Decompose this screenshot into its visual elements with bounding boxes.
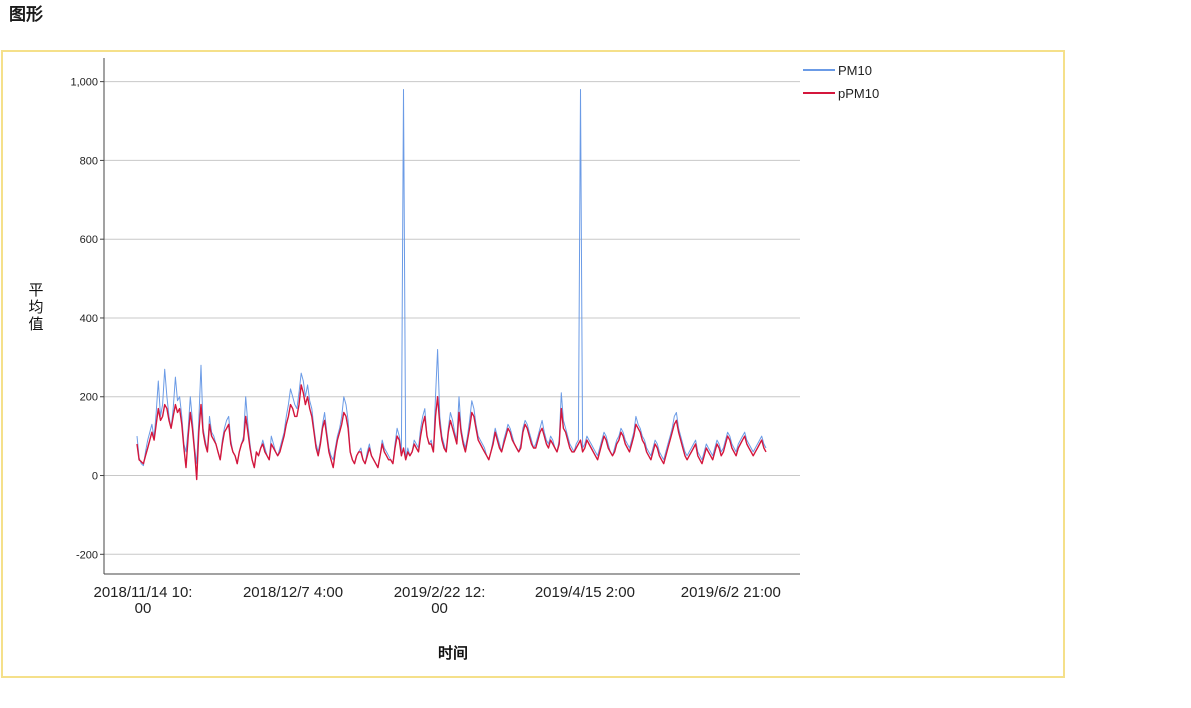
chart-frame: -200 0 200 400 600 800 1,000 2018/11/14 10: 00 2…: [1, 50, 1065, 678]
x-tick-label: 2018/11/14 10:: [94, 584, 193, 601]
y-axis-label-char: 平: [28, 281, 43, 299]
axes: [100, 58, 800, 575]
x-tick-label: 2019/6/2 21:00: [681, 584, 781, 601]
y-tick-label: 0: [92, 471, 98, 483]
y-tick-label: 600: [80, 234, 98, 246]
x-tick-label: 00: [431, 600, 448, 617]
series-lines: [136, 89, 767, 481]
series-line-pm10: [136, 89, 767, 469]
x-axis-label: 时间: [438, 644, 468, 662]
x-tick-label: 2018/12/7 4:00: [243, 584, 343, 601]
series-line-ppm10: [136, 384, 767, 481]
section-title: 图形: [9, 5, 43, 25]
gridlines: [104, 81, 800, 555]
y-tick-label: 800: [80, 155, 98, 167]
x-tick-label: 2019/2/22 12:: [394, 584, 486, 601]
y-axis-label-char: 值: [28, 315, 43, 333]
legend: PM10 pPM10: [803, 63, 879, 101]
legend-label: pPM10: [838, 86, 879, 101]
y-axis-label-char: 均: [28, 298, 43, 316]
y-tick-label: 1,000: [70, 77, 98, 89]
x-tick-label: 2019/4/15 2:00: [535, 584, 635, 601]
x-tick-label: 00: [135, 600, 152, 617]
legend-label: PM10: [838, 63, 872, 78]
y-tick-labels: -200 0 200 400 600 800 1,000: [70, 77, 98, 562]
y-tick-label: 400: [80, 313, 98, 325]
y-tick-label: -200: [76, 549, 98, 561]
y-tick-label: 200: [80, 392, 98, 404]
